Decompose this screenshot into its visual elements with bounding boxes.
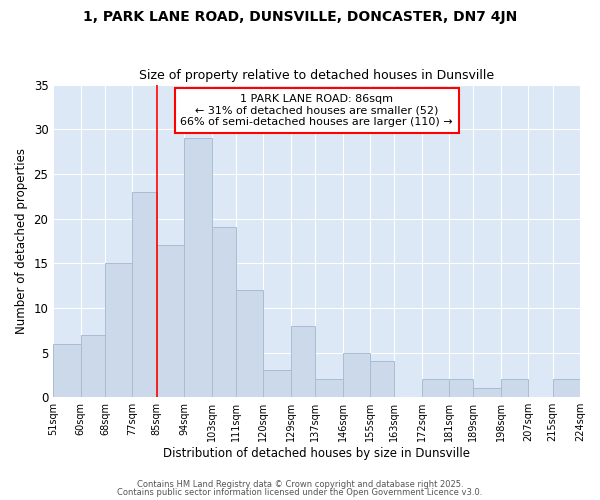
Bar bbox=[501, 380, 528, 397]
Bar bbox=[212, 228, 236, 397]
Title: Size of property relative to detached houses in Dunsville: Size of property relative to detached ho… bbox=[139, 69, 494, 82]
Text: 1, PARK LANE ROAD, DUNSVILLE, DONCASTER, DN7 4JN: 1, PARK LANE ROAD, DUNSVILLE, DONCASTER,… bbox=[83, 10, 517, 24]
Text: Contains public sector information licensed under the Open Government Licence v3: Contains public sector information licen… bbox=[118, 488, 482, 497]
Bar bbox=[473, 388, 501, 397]
Bar bbox=[370, 362, 394, 397]
Bar bbox=[133, 192, 157, 397]
Bar bbox=[105, 263, 133, 397]
Bar bbox=[315, 380, 343, 397]
Text: Contains HM Land Registry data © Crown copyright and database right 2025.: Contains HM Land Registry data © Crown c… bbox=[137, 480, 463, 489]
Bar bbox=[236, 290, 263, 397]
Bar bbox=[53, 344, 80, 397]
Bar bbox=[553, 380, 580, 397]
Bar bbox=[422, 380, 449, 397]
Bar bbox=[343, 352, 370, 397]
X-axis label: Distribution of detached houses by size in Dunsville: Distribution of detached houses by size … bbox=[163, 447, 470, 460]
Bar bbox=[80, 334, 105, 397]
Y-axis label: Number of detached properties: Number of detached properties bbox=[15, 148, 28, 334]
Bar bbox=[291, 326, 315, 397]
Bar bbox=[263, 370, 291, 397]
Bar bbox=[157, 246, 184, 397]
Bar bbox=[449, 380, 473, 397]
Text: 1 PARK LANE ROAD: 86sqm
← 31% of detached houses are smaller (52)
66% of semi-de: 1 PARK LANE ROAD: 86sqm ← 31% of detache… bbox=[181, 94, 453, 127]
Bar bbox=[184, 138, 212, 397]
